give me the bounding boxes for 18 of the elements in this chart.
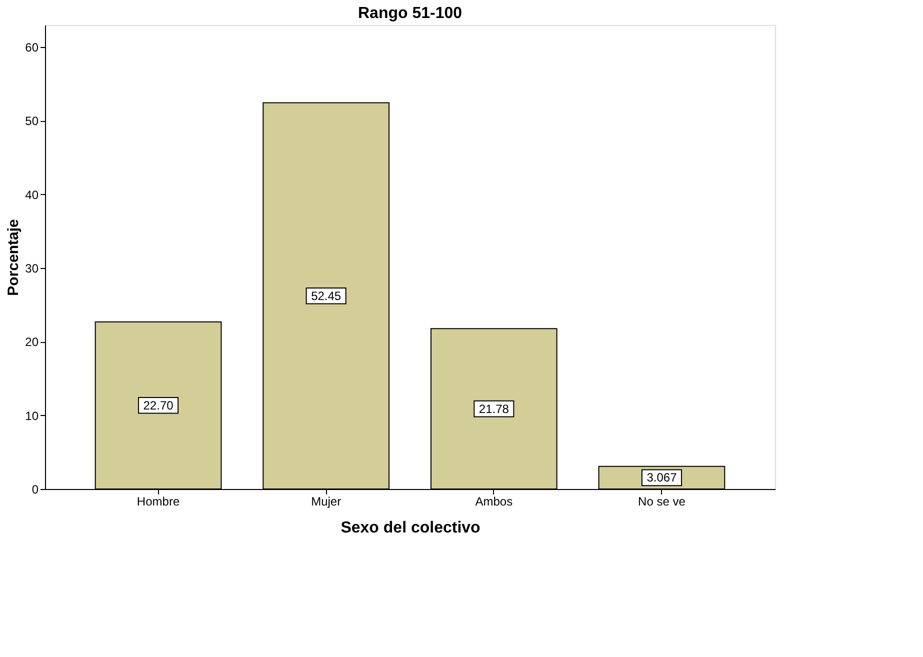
x-axis-title: Sexo del colectivo	[340, 520, 481, 536]
y-tick-label: 30	[25, 262, 39, 276]
x-tick-label: Mujer	[311, 494, 342, 508]
y-tick-label: 60	[25, 40, 39, 55]
data-label: 52.45	[311, 288, 342, 303]
data-label: 3.067	[646, 470, 678, 485]
x-tick-label: Hombre	[136, 494, 180, 508]
y-tick-label: 20	[25, 335, 39, 350]
x-tick-label: Ambos	[475, 494, 513, 508]
data-label: 21.78	[478, 402, 510, 416]
chart-title: Rango 51-100	[358, 5, 462, 22]
data-label: 22.70	[143, 398, 174, 412]
y-axis-title: Porcentaje	[5, 219, 22, 296]
y-tick-label: 40	[25, 188, 39, 202]
y-tick-label: 50	[25, 114, 39, 128]
y-tick-label: 0	[32, 482, 39, 496]
y-tick-label: 10	[25, 408, 39, 423]
x-tick-label: No se ve	[638, 494, 686, 508]
